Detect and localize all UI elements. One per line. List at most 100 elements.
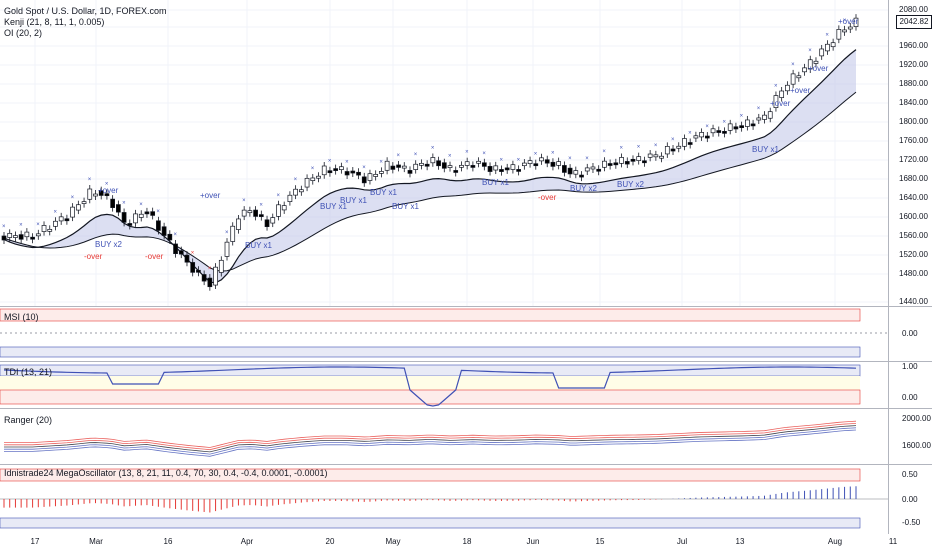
price-tick: 2080.00	[899, 5, 928, 14]
tdi-tick-0: 0.00	[902, 393, 918, 402]
signal-label: +over	[838, 17, 859, 26]
main-chart-canvas[interactable]: × × × × × × × × × × × × × × × × × × × × × × × × × × × × × × × × × × × × × × × ×…	[0, 0, 932, 306]
ranger-tick-2000: 2000.00	[902, 414, 931, 423]
price-tick: 1560.00	[899, 231, 928, 240]
price-tick: 1840.00	[899, 98, 928, 107]
price-tick: 1880.00	[899, 79, 928, 88]
svg-text:×: ×	[551, 150, 555, 156]
oi-indicator-label[interactable]: OI (20, 2)	[4, 28, 43, 38]
tdi-legend[interactable]: TDI (13, 21)	[4, 367, 53, 377]
svg-text:×: ×	[19, 223, 23, 229]
svg-text:×: ×	[191, 250, 195, 256]
svg-text:×: ×	[774, 84, 778, 90]
time-axis-label: May	[385, 537, 401, 546]
svg-text:×: ×	[465, 150, 469, 156]
svg-text:×: ×	[53, 209, 57, 215]
signal-label: BUY x1	[245, 241, 272, 250]
svg-text:×: ×	[259, 203, 263, 209]
ranger-legend[interactable]: Ranger (20)	[4, 415, 53, 425]
price-tick: 1720.00	[899, 155, 928, 164]
signal-label: -over	[538, 193, 557, 202]
svg-text:×: ×	[208, 266, 212, 272]
signal-label: +over	[808, 64, 829, 73]
time-axis-label: 20	[325, 537, 335, 546]
price-tick: 1640.00	[899, 193, 928, 202]
svg-text:×: ×	[105, 182, 109, 188]
time-axis-label: Jul	[676, 537, 688, 546]
signal-label: BUY x1	[392, 202, 419, 211]
signal-label: BUY x2	[617, 180, 644, 189]
signal-label: -over	[84, 252, 103, 261]
svg-text:×: ×	[448, 154, 452, 160]
svg-text:×: ×	[482, 151, 486, 157]
price-tick: 1680.00	[899, 174, 928, 183]
svg-text:×: ×	[585, 156, 589, 162]
svg-text:×: ×	[602, 149, 606, 155]
svg-text:×: ×	[71, 195, 75, 201]
time-axis-label: Apr	[240, 537, 254, 546]
tdi-canvas[interactable]	[0, 362, 932, 408]
svg-text:×: ×	[791, 62, 795, 68]
time-axis-label: Mar	[89, 537, 103, 546]
svg-text:×: ×	[242, 198, 246, 204]
svg-text:×: ×	[671, 137, 675, 143]
price-tick: 1480.00	[899, 269, 928, 278]
mega-tick-000: 0.00	[902, 495, 918, 504]
signal-label: BUY x2	[570, 184, 597, 193]
tdi-pane[interactable]: TDI (13, 21) 1.00 0.00	[0, 362, 932, 408]
signal-label: -over	[145, 252, 164, 261]
svg-text:×: ×	[276, 193, 280, 199]
svg-text:×: ×	[88, 177, 92, 183]
ranger-canvas[interactable]	[0, 409, 932, 464]
svg-text:×: ×	[740, 114, 744, 120]
mega-oscillator-pane[interactable]: Idnistrade24 MegaOscillator (13, 8, 21, …	[0, 465, 932, 534]
svg-text:×: ×	[379, 159, 383, 165]
svg-text:×: ×	[722, 119, 726, 125]
svg-text:×: ×	[705, 124, 709, 130]
svg-text:×: ×	[688, 131, 692, 137]
svg-text:×: ×	[397, 153, 401, 159]
signal-label: BUY x1	[752, 145, 779, 154]
ranger-pane[interactable]: Ranger (20) 2000.00 1600.00	[0, 409, 932, 464]
svg-text:×: ×	[328, 159, 332, 165]
signal-label: +over	[770, 99, 791, 108]
svg-text:×: ×	[620, 145, 624, 151]
time-axis-label: 18	[462, 537, 472, 546]
price-tick: 1600.00	[899, 212, 928, 221]
main-legend: Gold Spot / U.S. Dollar, 1D, FOREX.com K…	[4, 6, 167, 39]
time-axis-label: 13	[735, 537, 745, 546]
svg-text:×: ×	[414, 152, 418, 158]
svg-text:×: ×	[499, 157, 503, 163]
msi-pane[interactable]: MSI (10) 0.00	[0, 307, 932, 361]
svg-text:×: ×	[825, 32, 829, 38]
signal-label: BUY x1	[482, 178, 509, 187]
svg-text:×: ×	[36, 222, 40, 228]
svg-text:×: ×	[294, 177, 298, 183]
svg-text:×: ×	[517, 157, 521, 163]
msi-canvas[interactable]	[0, 307, 932, 361]
signal-label: BUY x1	[320, 202, 347, 211]
last-price-tag: 2042.82	[896, 15, 932, 29]
signal-label: BUY x1	[340, 196, 367, 205]
svg-text:×: ×	[225, 230, 229, 236]
svg-text:×: ×	[431, 146, 435, 152]
time-axis-label: 11	[888, 537, 898, 546]
time-axis[interactable]: 17 Mar 16 Apr 20 May 18 Jun 15 Jul 13 Aug 11	[0, 534, 932, 550]
mega-legend[interactable]: Idnistrade24 MegaOscillator (13, 8, 21, …	[4, 468, 328, 478]
kenji-indicator-label[interactable]: Kenji (21, 8, 11, 1, 0.005)	[4, 17, 105, 27]
signal-label: +over	[98, 186, 119, 195]
svg-text:×: ×	[362, 165, 366, 171]
main-chart-pane[interactable]: × × × × × × × × × × × × × × × × × × × × × × × × × × × × × × × × × × × × × × × ×…	[0, 0, 932, 306]
svg-text:×: ×	[2, 224, 6, 230]
signal-label: BUY x2	[95, 240, 122, 249]
svg-text:×: ×	[843, 18, 847, 24]
msi-legend[interactable]: MSI (10)	[4, 312, 39, 322]
svg-text:×: ×	[534, 152, 538, 158]
mega-oscillator-canvas[interactable]	[0, 465, 932, 534]
svg-text:×: ×	[311, 166, 315, 172]
signal-label: +over	[200, 191, 221, 200]
symbol-title: Gold Spot / U.S. Dollar, 1D, FOREX.com	[4, 6, 167, 16]
time-axis-label: Jun	[526, 537, 540, 546]
svg-text:×: ×	[156, 209, 160, 215]
price-tick: 1520.00	[899, 250, 928, 259]
